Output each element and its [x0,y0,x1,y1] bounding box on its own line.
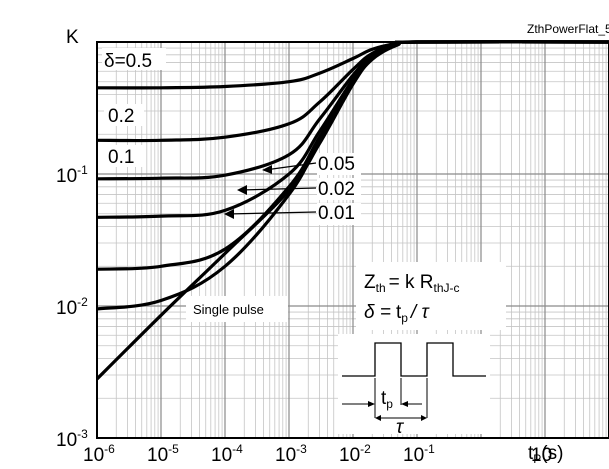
chart-id-label: ZthPowerFlat_5x6_19 [527,22,609,36]
label-bg-05 [102,48,166,70]
formula-line-2: δ = tp / τ [364,302,430,325]
callout-0.02: 0.02 [237,178,361,200]
formula-line-1: Zth = k RthJ-c [364,272,460,295]
x-tick-label-2: 10-4 [211,442,243,466]
y-tick-label-0: 10-1 [56,163,88,187]
y-tick-label-2: 10-3 [56,427,88,451]
label-bg-02 [104,104,144,126]
x-tick-label-4: 10-2 [339,442,371,466]
svg-text:0.02: 0.02 [318,179,355,200]
formula-box [356,262,506,330]
y-axis-label: K [66,27,79,48]
svg-text:tp: tp [381,388,393,411]
pulse-diagram: tp τ [338,334,490,438]
single-pulse-bg [186,296,288,322]
x-tick-label-5: 10-1 [403,442,435,466]
x-axis-label: tP(s) [528,443,563,466]
label-bg-01 [104,145,144,167]
series-label-0.1: 0.1 [108,147,134,168]
callout-0.01: 0.01 [224,203,361,225]
single-pulse-label: Single pulse [193,302,264,317]
callout-0.05: 0.05 [262,153,361,175]
svg-text:0.01: 0.01 [318,203,355,224]
series-label-0.2: 0.2 [108,106,134,127]
plot-frame [96,41,609,439]
series-label-0.5: δ=0.5 [104,51,152,72]
y-tick-label-1: 10-2 [56,295,88,319]
x-tick-label-3: 10-3 [275,442,307,466]
svg-text:τ: τ [396,417,405,438]
svg-text:0.05: 0.05 [318,154,355,175]
x-tick-label-0: 10-6 [83,442,115,466]
x-tick-label-6: 10 [531,445,552,466]
y-tick-labels: 10-1 10-2 10-3 [56,163,88,451]
x-tick-label-1: 10-5 [147,442,179,466]
x-tick-labels: 10-6 10-5 10-4 10-3 10-2 10-1 10 [83,442,552,466]
